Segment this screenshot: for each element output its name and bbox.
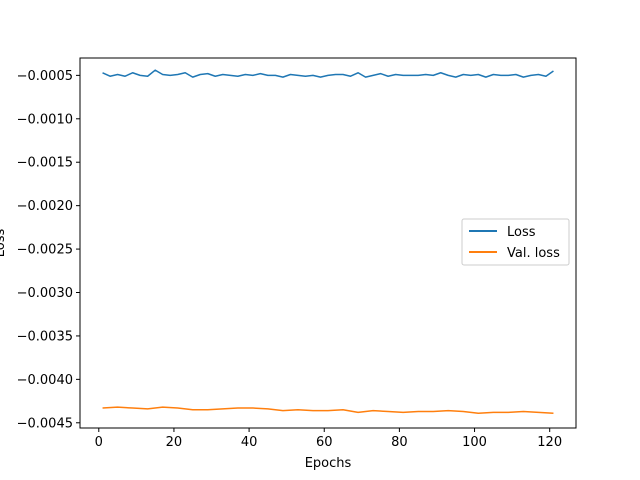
y-tick-label: −0.0015 — [17, 156, 73, 171]
y-tick-label: −0.0035 — [17, 329, 73, 344]
x-tick-label: 20 — [166, 435, 183, 450]
y-axis-label: Loss — [0, 229, 8, 258]
y-tick-label: −0.0040 — [17, 373, 73, 388]
x-axis-label: Epochs — [305, 456, 352, 471]
x-tick-label: 0 — [95, 435, 103, 450]
legend: Loss Val. loss — [461, 218, 570, 266]
y-tick-label: −0.0030 — [17, 286, 73, 301]
y-tick-label: −0.0005 — [17, 69, 73, 84]
x-axis: 0 20 40 60 80 100 120 — [95, 428, 562, 450]
x-tick-label: 120 — [537, 435, 562, 450]
x-tick-label: 80 — [391, 435, 408, 450]
y-tick-label: −0.0045 — [17, 416, 73, 431]
y-tick-label: −0.0020 — [17, 199, 73, 214]
legend-label-val-loss: Val. loss — [507, 246, 560, 261]
series-line-loss — [102, 69, 554, 78]
legend-label-loss: Loss — [507, 225, 536, 240]
x-tick-label: 60 — [316, 435, 333, 450]
x-tick-label: 40 — [241, 435, 258, 450]
plot-frame — [79, 57, 577, 429]
y-axis: −0.0005 −0.0010 −0.0015 −0.0020 −0.0025 −0.00… — [17, 69, 80, 431]
y-tick-label: −0.0025 — [17, 243, 73, 258]
x-tick-label: 100 — [462, 435, 487, 450]
series-line-val-loss — [102, 406, 554, 414]
y-tick-label: −0.0010 — [17, 112, 73, 127]
plot-lines — [102, 69, 554, 414]
